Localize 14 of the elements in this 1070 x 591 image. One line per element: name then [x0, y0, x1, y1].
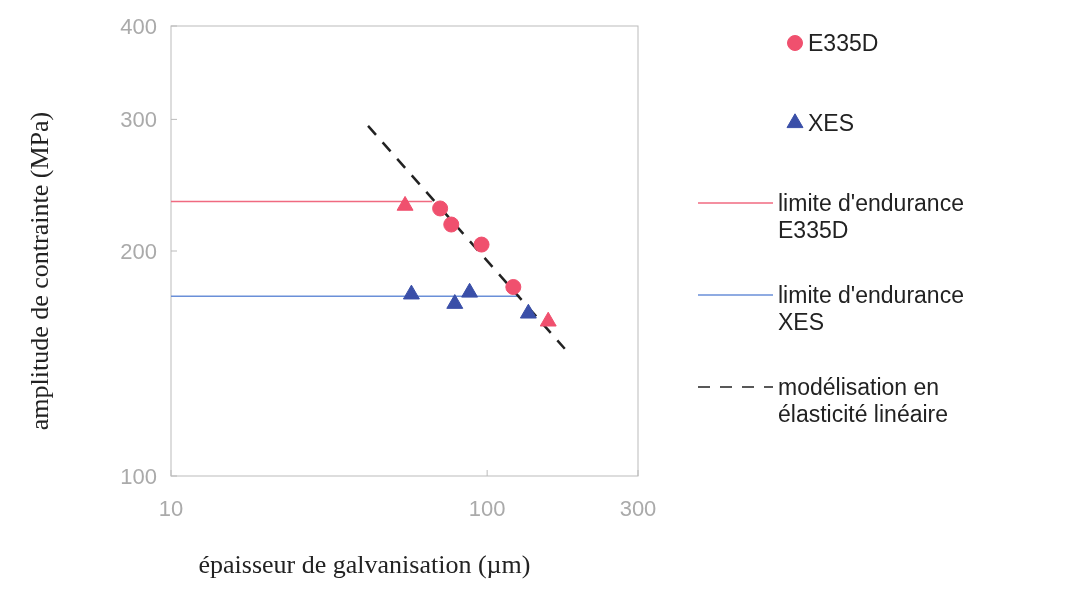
x-axis-title: épaisseur de galvanisation (µm)	[198, 550, 531, 579]
x-tick-label: 10	[158, 496, 184, 521]
legend-label: limite d'endurance E335D	[778, 190, 964, 243]
legend-label: modélisation en élasticité linéaire	[778, 374, 949, 427]
x-tick-label: 100	[468, 496, 506, 521]
legend-label: E335D	[808, 30, 879, 56]
y-tick-label: 400	[120, 14, 157, 39]
y-tick-label: 200	[120, 239, 157, 264]
y-axis-title: amplitude de contrainte (MPa)	[25, 111, 54, 431]
legend-label: XES	[808, 110, 855, 136]
legend-label: limite d'endurance XES	[778, 282, 964, 335]
y-tick-label: 100	[120, 464, 157, 489]
y-tick-label: 300	[120, 107, 157, 133]
x-tick-label: 300	[619, 496, 657, 521]
